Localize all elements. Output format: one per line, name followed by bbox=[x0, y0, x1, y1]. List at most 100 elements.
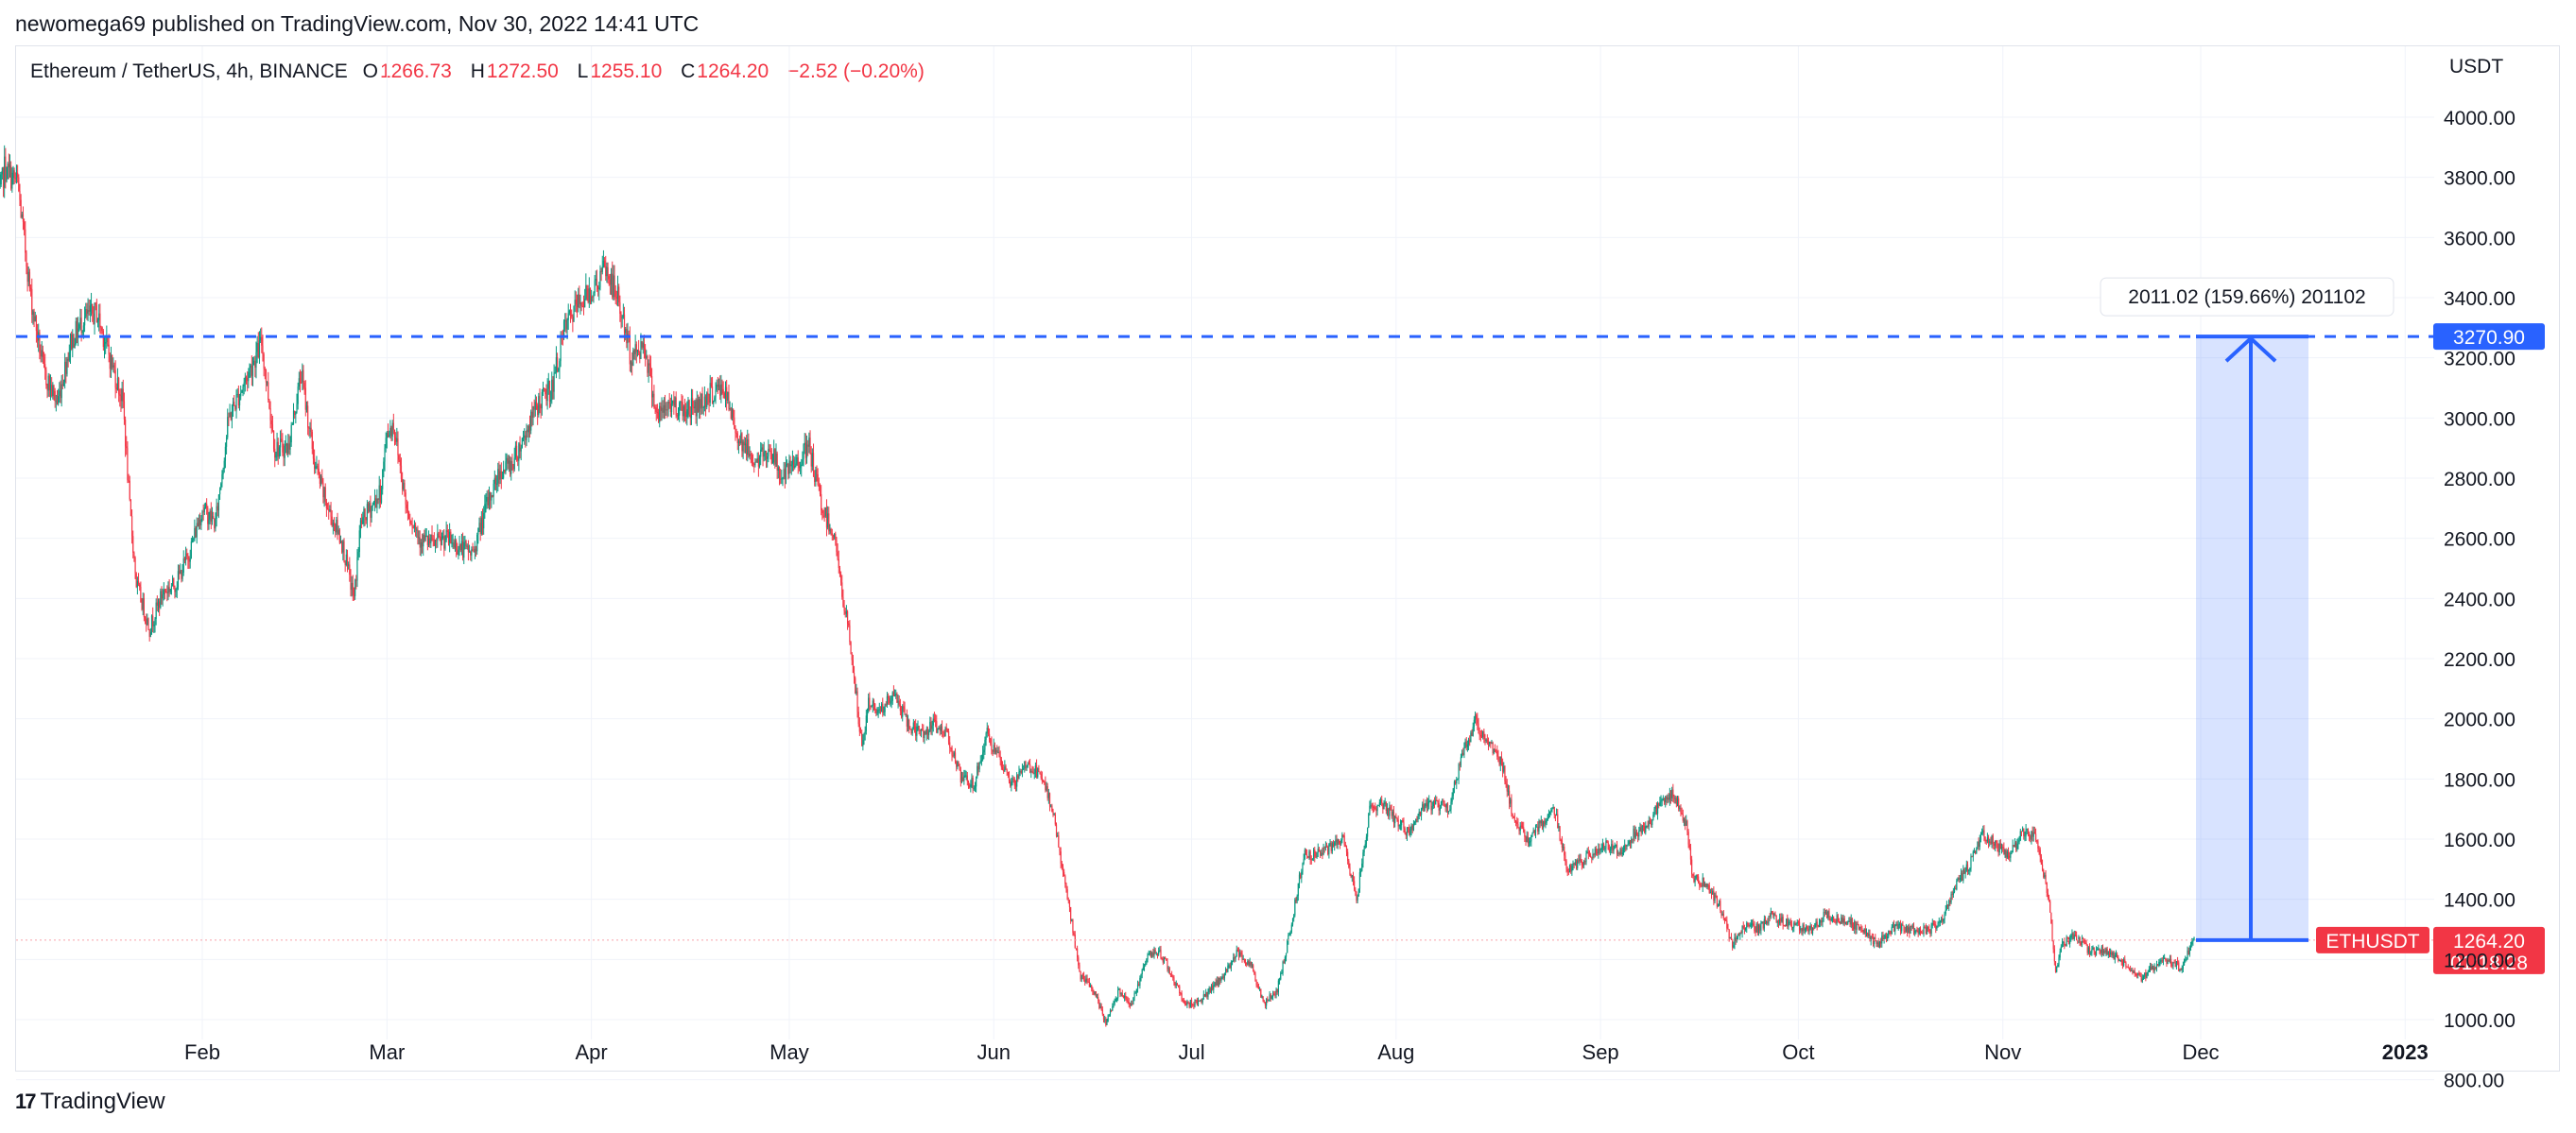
candle-body bbox=[234, 405, 236, 410]
candle-body bbox=[108, 344, 110, 355]
candle-body bbox=[1459, 764, 1461, 765]
candle-body bbox=[2052, 941, 2054, 950]
candle-body bbox=[1383, 804, 1385, 810]
measure-label: 2011.02 (159.66%) 201102 bbox=[2128, 286, 2365, 308]
candle-body bbox=[1092, 988, 1094, 992]
candle-body bbox=[1173, 977, 1175, 983]
candle-body bbox=[1301, 871, 1303, 879]
candle-body bbox=[15, 172, 18, 180]
candle-body bbox=[744, 443, 747, 446]
candle-body bbox=[2066, 936, 2068, 938]
candle-body bbox=[733, 409, 735, 418]
candle-body bbox=[1450, 801, 1452, 810]
candle-body bbox=[1798, 921, 1801, 931]
candle-body bbox=[2120, 959, 2122, 962]
candle-body bbox=[264, 369, 266, 370]
candle-body bbox=[525, 435, 527, 440]
candle-body bbox=[1074, 935, 1076, 949]
candle-body bbox=[406, 504, 407, 508]
candle-body bbox=[408, 511, 410, 520]
candle-body bbox=[994, 745, 995, 753]
candle-body bbox=[623, 314, 626, 334]
candle-body bbox=[1273, 993, 1275, 995]
candle-body bbox=[471, 549, 473, 556]
candle-body bbox=[1208, 987, 1210, 992]
candle-body bbox=[1435, 799, 1437, 805]
candle-body bbox=[1433, 801, 1436, 805]
candle-body bbox=[1030, 771, 1032, 773]
candle-body bbox=[1190, 1000, 1193, 1004]
candle-body bbox=[144, 617, 147, 619]
candle-body bbox=[66, 359, 68, 374]
candle-body bbox=[1619, 849, 1621, 854]
symbol-legend: Ethereum / TetherUS, 4h, BINANCE O1266.7… bbox=[30, 60, 926, 83]
candle-body bbox=[708, 394, 710, 403]
candle-body bbox=[1738, 935, 1740, 936]
candle-body bbox=[1115, 998, 1116, 1002]
candle-body bbox=[1950, 894, 1952, 903]
candle-body bbox=[879, 709, 882, 712]
candle-body bbox=[848, 623, 850, 626]
candle-body bbox=[1931, 922, 1933, 926]
candle-body bbox=[483, 512, 485, 529]
candle-body bbox=[1336, 839, 1338, 845]
candle-body bbox=[337, 529, 339, 534]
candle-body bbox=[1594, 848, 1596, 855]
candle-body bbox=[1438, 803, 1440, 811]
candle-body bbox=[825, 507, 828, 528]
candle-body bbox=[499, 471, 501, 480]
candle-body bbox=[464, 541, 466, 543]
price-tick-label: 1600.00 bbox=[2444, 830, 2515, 851]
candle-body bbox=[1919, 928, 1922, 934]
candle-body bbox=[1611, 844, 1613, 850]
candle-body bbox=[220, 483, 222, 490]
candle-body bbox=[553, 372, 555, 392]
candle-body bbox=[439, 536, 441, 538]
candle-body bbox=[683, 405, 684, 417]
candle-body bbox=[298, 378, 300, 387]
candle-body bbox=[1736, 937, 1738, 941]
candle-body bbox=[1976, 849, 1978, 854]
candle-body bbox=[876, 712, 878, 714]
candle-body bbox=[1017, 775, 1019, 779]
candle-body bbox=[1582, 865, 1584, 867]
candle-body bbox=[1712, 890, 1714, 895]
candle-body bbox=[1042, 781, 1045, 782]
candle-body bbox=[1329, 842, 1331, 845]
candle-body bbox=[1729, 936, 1731, 939]
candle-body bbox=[1831, 916, 1834, 919]
candle-body bbox=[344, 562, 346, 566]
candle-body bbox=[1888, 930, 1890, 937]
candle-body bbox=[2133, 970, 2135, 973]
candle-body bbox=[4, 156, 6, 188]
symbol-name[interactable]: Ethereum / TetherUS, 4h, BINANCE bbox=[30, 60, 348, 82]
candle-body bbox=[886, 695, 889, 706]
candle-body bbox=[620, 314, 622, 318]
candle-body bbox=[745, 443, 748, 455]
candle-body bbox=[1095, 991, 1097, 998]
candle-body bbox=[1781, 917, 1783, 922]
candle-body bbox=[690, 398, 693, 419]
candle-body bbox=[2154, 967, 2156, 969]
candle-body bbox=[1980, 833, 1983, 834]
candle-body bbox=[828, 513, 830, 532]
candle-body bbox=[1054, 814, 1056, 825]
candle-body bbox=[338, 529, 340, 543]
candle-body bbox=[1678, 798, 1680, 809]
candle-body bbox=[2148, 969, 2150, 972]
tradingview-footer[interactable]: 17 TradingView bbox=[15, 1089, 165, 1115]
candle-body bbox=[535, 402, 538, 406]
candle-body bbox=[1760, 923, 1762, 931]
close-label: C bbox=[681, 60, 696, 82]
candle-body bbox=[21, 214, 23, 218]
candle-body bbox=[672, 400, 674, 404]
candle-body bbox=[1567, 871, 1569, 873]
candle-body bbox=[126, 446, 128, 449]
candle-body bbox=[431, 534, 433, 540]
candle-body bbox=[1646, 825, 1648, 827]
candle-body bbox=[1726, 920, 1728, 929]
candle-body bbox=[1538, 820, 1540, 832]
candle-body bbox=[2168, 960, 2170, 962]
candle-body bbox=[71, 334, 73, 350]
